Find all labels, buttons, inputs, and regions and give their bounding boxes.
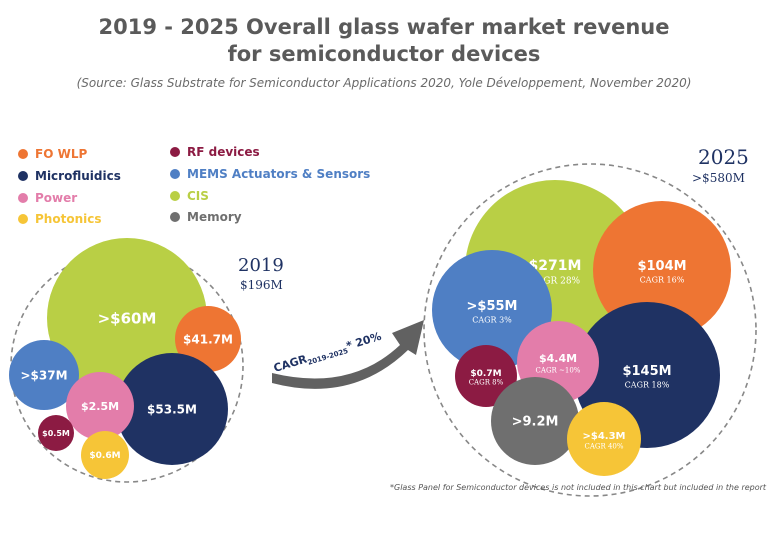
bubble-cagr-label: CAGR 40% — [584, 443, 623, 451]
chart-source: (Source: Glass Substrate for Semiconduct… — [76, 76, 692, 90]
bubble-value-label: $271M — [529, 258, 582, 274]
year-2019-label: 2019 — [238, 255, 284, 276]
legend-item: Photonics — [18, 212, 101, 226]
chart-title-line2: for semiconductor devices — [227, 42, 541, 66]
legend-label: CIS — [187, 189, 209, 203]
bubble-value-label: $0.6M — [89, 451, 120, 461]
bubble-value-label: $145M — [622, 364, 671, 379]
growth-arrow — [272, 320, 424, 389]
bubble-2019-fo-wlp — [175, 306, 241, 372]
legend-swatch — [18, 193, 28, 203]
bubble-cagr-label: CAGR 18% — [625, 380, 670, 389]
legend-swatch — [18, 171, 28, 181]
bubble-value-label: >$60M — [98, 309, 157, 327]
legend-label: RF devices — [187, 145, 260, 159]
year-2025-boundary — [423, 163, 757, 497]
legend-label: Memory — [187, 210, 242, 224]
legend-label: Microfluidics — [35, 169, 121, 183]
bubble-2019-power — [66, 372, 134, 440]
legend-item: RF devices — [170, 145, 260, 159]
bubble-2025-rf-devices — [455, 345, 517, 407]
legend-label: Photonics — [35, 212, 102, 226]
bubble-value-label: $2.5M — [81, 400, 119, 413]
bubble-2025-mems-actuators-sensors — [432, 250, 552, 370]
legend-label: Power — [35, 191, 78, 205]
bubble-value-label: >$55M — [467, 299, 518, 314]
legend-item: MEMS Actuators & Sensors — [170, 167, 370, 181]
bubble-value-label: >$4.3M — [582, 431, 625, 442]
bubble-cagr-label: CAGR 16% — [640, 275, 685, 284]
year-2025-label: 2025 — [698, 145, 749, 169]
bubble-2025-memory — [491, 377, 579, 465]
legend-swatch — [18, 214, 28, 224]
bubble-value-label: $41.7M — [183, 332, 233, 346]
bubble-2025-fo-wlp — [593, 201, 731, 339]
bubble-value-label: >9.2M — [512, 415, 559, 430]
legend-item: Power — [18, 191, 77, 205]
legend-item: FO WLP — [18, 147, 87, 161]
chart-title-line1: 2019 - 2025 Overall glass wafer market r… — [98, 15, 670, 39]
legend-swatch — [18, 149, 28, 159]
year-2025-total: >$580M — [692, 171, 745, 185]
legend-swatch — [170, 147, 180, 157]
bubble-value-label: >$37M — [20, 368, 67, 382]
bubble-cagr-label: CAGR 28% — [530, 276, 581, 286]
bubble-2019-mems-actuators-sensors — [9, 340, 79, 410]
legend-label: MEMS Actuators & Sensors — [187, 167, 371, 181]
legend-swatch — [170, 212, 180, 222]
bubble-value-label: $0.5M — [42, 429, 70, 438]
bubble-2019-rf-devices — [38, 415, 74, 451]
bubble-cagr-label: CAGR ~10% — [536, 366, 581, 374]
bubble-value-label: $104M — [637, 259, 686, 274]
year-2019-total: $196M — [240, 278, 283, 292]
legend-swatch — [170, 191, 180, 201]
bubble-value-label: $53.5M — [147, 402, 197, 416]
footnote: *Glass Panel for Semiconductor devices i… — [390, 483, 767, 492]
chart-title: 2019 - 2025 Overall glass wafer market r… — [0, 14, 768, 68]
legend-swatch — [170, 169, 180, 179]
legend-item: Microfluidics — [18, 169, 121, 183]
bubble-value-label: $0.7M — [470, 369, 501, 379]
bubble-cagr-label: CAGR 3% — [472, 315, 512, 324]
legend-item: CIS — [170, 189, 209, 203]
bubble-2019-photonics — [81, 431, 129, 479]
bubble-cagr-label: CAGR 8% — [469, 379, 504, 387]
legend-item: Memory — [170, 210, 242, 224]
bubble-value-label: $4.4M — [539, 352, 577, 365]
legend-label: FO WLP — [35, 147, 88, 161]
bubble-2025-photonics — [567, 402, 641, 476]
bubble-2019-microfluidics — [116, 353, 228, 465]
